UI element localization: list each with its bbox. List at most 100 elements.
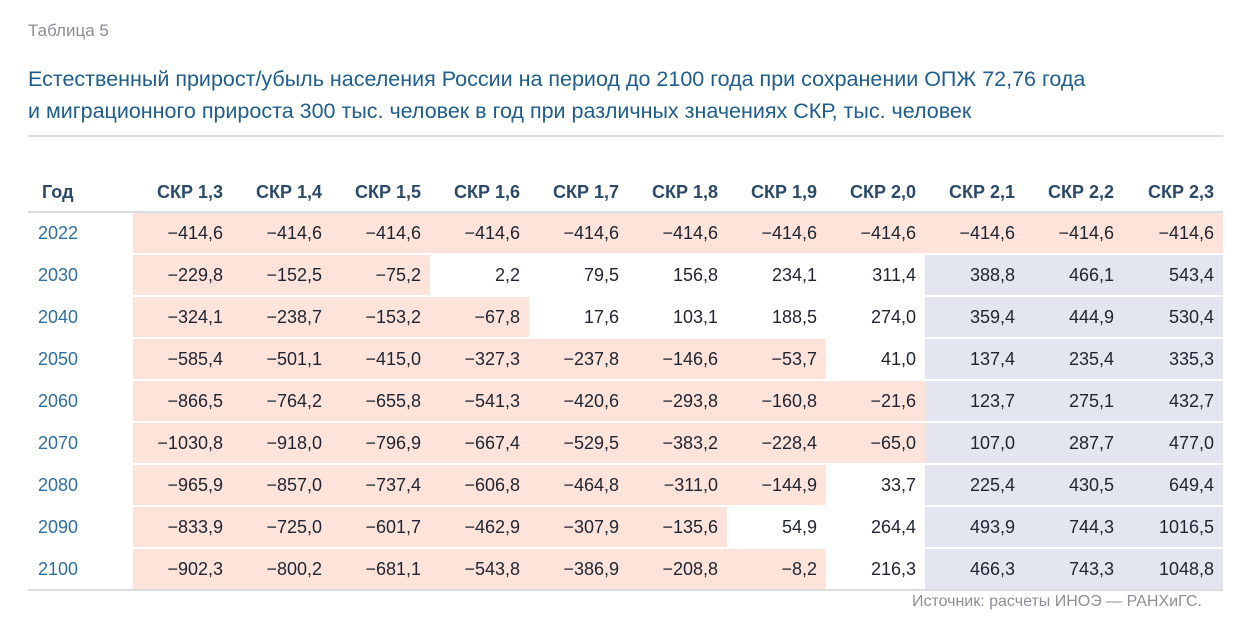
table-cell: 275,1 xyxy=(1024,380,1123,423)
table-cell: −800,2 xyxy=(232,548,331,591)
table-cell: −415,0 xyxy=(331,338,430,381)
title-line-2: и миграционного прироста 300 тыс. челове… xyxy=(28,99,972,123)
row-year: 2022 xyxy=(28,212,133,255)
table-cell: −238,7 xyxy=(232,296,331,339)
header-col: СКР 1,9 xyxy=(750,181,817,202)
table-cell: −65,0 xyxy=(826,422,925,465)
table-cell: −144,9 xyxy=(727,464,826,507)
table-cell: −383,2 xyxy=(628,422,727,465)
table-cell: −414,6 xyxy=(331,212,430,255)
table-cell: 137,4 xyxy=(925,338,1024,381)
table-cell: 444,9 xyxy=(1024,296,1123,339)
table-cell: −75,2 xyxy=(331,254,430,297)
header-col: СКР 1,3 xyxy=(156,181,223,202)
table-cell: −327,3 xyxy=(430,338,529,381)
table-cell: −414,6 xyxy=(925,212,1024,255)
table-cell: −311,0 xyxy=(628,464,727,507)
title-line-1: Естественный прирост/убыль населения Рос… xyxy=(28,67,1086,91)
table-cell: 2,2 xyxy=(430,254,529,297)
table-cell: 477,0 xyxy=(1123,422,1223,465)
table-cell: −420,6 xyxy=(529,380,628,423)
table-cell: 430,5 xyxy=(1024,464,1123,507)
table-cell: −146,6 xyxy=(628,338,727,381)
row-year: 2030 xyxy=(28,254,133,297)
table-cell: 432,7 xyxy=(1123,380,1223,423)
table-cell: −414,6 xyxy=(1024,212,1123,255)
table-cell: −655,8 xyxy=(331,380,430,423)
row-year: 2090 xyxy=(28,506,133,549)
table-cell: 41,0 xyxy=(826,338,925,381)
row-year: 2040 xyxy=(28,296,133,339)
table-cell: −67,8 xyxy=(430,296,529,339)
table-cell: −965,9 xyxy=(133,464,232,507)
table-cell: −414,6 xyxy=(232,212,331,255)
table-cell: −918,0 xyxy=(232,422,331,465)
table-row: 2040 −324,1 −238,7 −153,2 −67,8 17,6 103,1 188,… xyxy=(28,296,1223,339)
table-cell: −543,8 xyxy=(430,548,529,591)
table-cell: 649,4 xyxy=(1123,464,1223,507)
table-cell: 335,3 xyxy=(1123,338,1223,381)
row-year: 2080 xyxy=(28,464,133,507)
table-cell: −237,8 xyxy=(529,338,628,381)
table-cell: 33,7 xyxy=(826,464,925,507)
row-year: 2050 xyxy=(28,338,133,381)
table-cell: −667,4 xyxy=(430,422,529,465)
header-col: СКР 2,3 xyxy=(1147,181,1214,202)
header-col: СКР 2,0 xyxy=(849,181,916,202)
table-cell: 1016,5 xyxy=(1123,506,1223,549)
table-cell: −8,2 xyxy=(727,548,826,591)
data-table: Год СКР 1,3 СКР 1,4 СКР 1,5 СКР 1,6 СКР … xyxy=(28,173,1223,591)
table-cell: 54,9 xyxy=(727,506,826,549)
table-cell: −228,4 xyxy=(727,422,826,465)
table-row: 2070 −1030,8 −918,0 −796,9 −667,4 −529,5 −383,… xyxy=(28,422,1223,465)
table-cell: −414,6 xyxy=(133,212,232,255)
table-cell: 359,4 xyxy=(925,296,1024,339)
table-cell: −324,1 xyxy=(133,296,232,339)
table-title: Естественный прирост/убыль населения Рос… xyxy=(28,63,1223,127)
table-cell: 107,0 xyxy=(925,422,1024,465)
table-cell: −386,9 xyxy=(529,548,628,591)
table-cell: 156,8 xyxy=(628,254,727,297)
table-row: 2060 −866,5 −764,2 −655,8 −541,3 −420,6 −293,8… xyxy=(28,380,1223,423)
table-cell: 466,1 xyxy=(1024,254,1123,297)
table-cell: 1048,8 xyxy=(1123,548,1223,591)
table-cell: 388,8 xyxy=(925,254,1024,297)
table-row: 2050 −585,4 −501,1 −415,0 −327,3 −237,8 −146,6… xyxy=(28,338,1223,381)
table-cell: −414,6 xyxy=(826,212,925,255)
table-cell: −229,8 xyxy=(133,254,232,297)
table-cell: 264,4 xyxy=(826,506,925,549)
table-cell: −541,3 xyxy=(430,380,529,423)
header-col: СКР 1,8 xyxy=(651,181,718,202)
table-cell: 311,4 xyxy=(826,254,925,297)
table-cell: −1030,8 xyxy=(133,422,232,465)
table-cell: −414,6 xyxy=(628,212,727,255)
table-cell: 274,0 xyxy=(826,296,925,339)
header-col: СКР 2,1 xyxy=(948,181,1015,202)
header-year: Год xyxy=(42,181,74,202)
header-col: СКР 1,6 xyxy=(453,181,520,202)
table-cell: −681,1 xyxy=(331,548,430,591)
table-cell: −725,0 xyxy=(232,506,331,549)
table-cell: 79,5 xyxy=(529,254,628,297)
table-cell: 287,7 xyxy=(1024,422,1123,465)
table-row: 2030 −229,8 −152,5 −75,2 2,2 79,5 156,8 234,1 31… xyxy=(28,254,1223,297)
header-col: СКР 2,2 xyxy=(1047,181,1114,202)
table-row: 2090 −833,9 −725,0 −601,7 −462,9 −307,9 −135,6… xyxy=(28,506,1223,549)
row-year: 2070 xyxy=(28,422,133,465)
table-cell: 17,6 xyxy=(529,296,628,339)
table-cell: 235,4 xyxy=(1024,338,1123,381)
table-cell: −160,8 xyxy=(727,380,826,423)
table-cell: −414,6 xyxy=(727,212,826,255)
row-year: 2100 xyxy=(28,548,133,591)
source-note: Источник: расчеты ИНОЭ — РАНХиГС. xyxy=(911,593,1202,610)
header-col: СКР 1,5 xyxy=(354,181,421,202)
table-row: 2022 −414,6 −414,6 −414,6 −414,6 −414,6 −414,6… xyxy=(28,212,1223,255)
table-cell: −293,8 xyxy=(628,380,727,423)
table-cell: −21,6 xyxy=(826,380,925,423)
table-cell: 743,3 xyxy=(1024,548,1123,591)
table-cell: −135,6 xyxy=(628,506,727,549)
table-cell: 225,4 xyxy=(925,464,1024,507)
title-divider xyxy=(28,135,1223,137)
table-cell: −585,4 xyxy=(133,338,232,381)
table-cell: 530,4 xyxy=(1123,296,1223,339)
